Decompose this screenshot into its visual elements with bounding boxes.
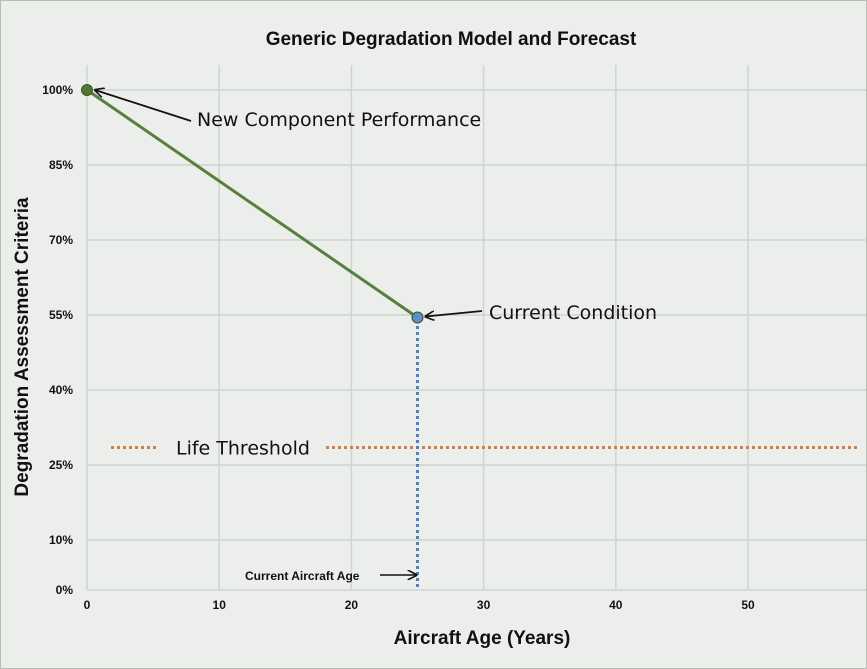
- x-tick-label: 20: [345, 598, 359, 612]
- x-axis-title: Aircraft Age (Years): [394, 628, 571, 649]
- x-tick-label: 40: [609, 598, 623, 612]
- current-age-label: Current Aircraft Age: [245, 569, 360, 583]
- chart-title: Generic Degradation Model and Forecast: [266, 29, 637, 50]
- new-component-point: [81, 84, 93, 96]
- current-condition-label: Current Condition: [489, 302, 657, 324]
- y-axis-title: Degradation Assessment Criteria: [12, 197, 33, 497]
- y-tick-label: 40%: [49, 383, 73, 397]
- new-component-label: New Component Performance: [197, 109, 481, 131]
- y-tick-label: 55%: [49, 308, 73, 322]
- x-tick-label: 50: [741, 598, 755, 612]
- threshold-label: Life Threshold: [176, 438, 310, 460]
- current-condition-arrow: [426, 310, 483, 317]
- y-tick-label: 10%: [49, 533, 73, 547]
- y-tick-label: 0%: [56, 583, 74, 597]
- current-condition-point: [411, 311, 424, 324]
- degradation-line: [86, 88, 419, 319]
- y-tick-label: 85%: [49, 158, 73, 172]
- y-tick-label: 25%: [49, 458, 73, 472]
- x-tick-label: 0: [84, 598, 91, 612]
- x-tick-label: 30: [477, 598, 491, 612]
- y-tick-label: 100%: [42, 83, 73, 97]
- x-tick-label: 10: [213, 598, 227, 612]
- new-component-arrow: [95, 90, 192, 122]
- y-tick-label: 70%: [49, 233, 73, 247]
